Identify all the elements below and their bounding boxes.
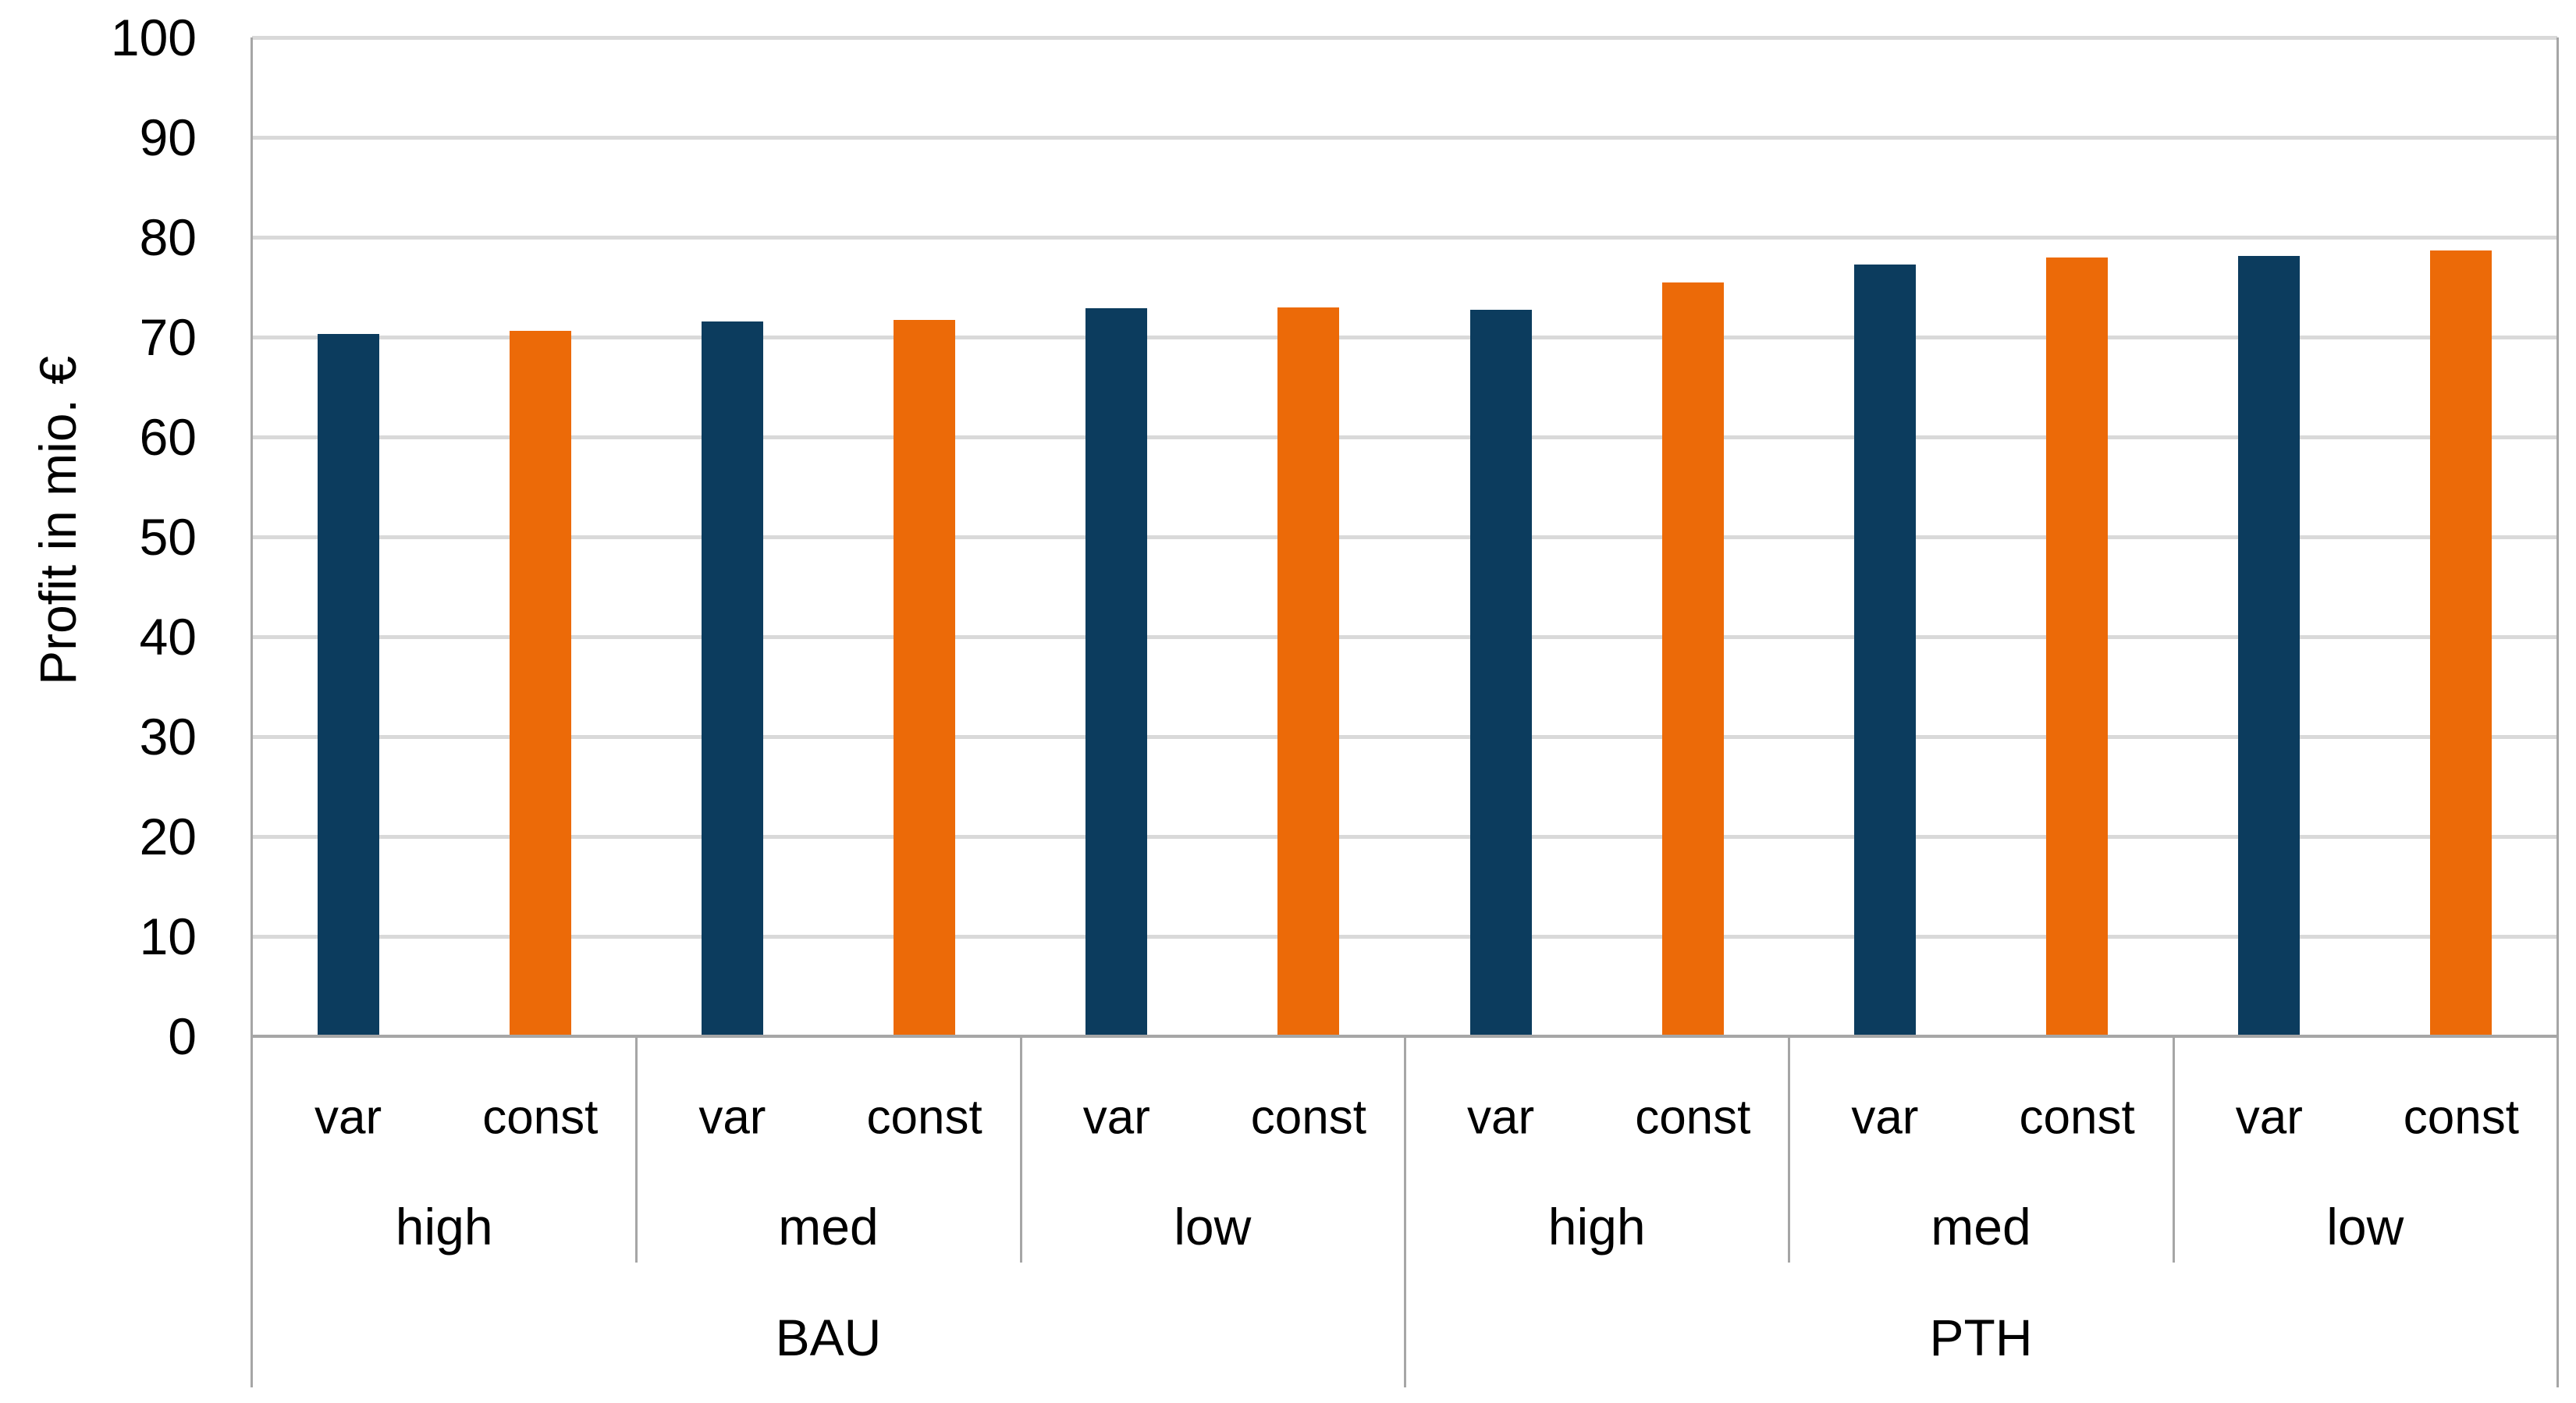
category-label-med-PTH: med [1931, 1198, 2031, 1256]
y-tick-label-100: 100 [110, 9, 197, 66]
bar-const-BAU-med [894, 320, 956, 1036]
y-tick-label-90: 90 [139, 108, 197, 166]
category-label-const-PTH-high: const [1635, 1090, 1751, 1145]
y-tick-label-40: 40 [139, 608, 197, 666]
category-label-var-PTH-high: var [1467, 1090, 1535, 1145]
category-label-BAU: BAU [775, 1309, 882, 1366]
category-label-const-PTH-med: const [2019, 1090, 2135, 1145]
separator-demand-5 [2172, 1036, 2175, 1263]
category-label-const-PTH-low: const [2403, 1090, 2519, 1145]
gridline-40 [252, 635, 2557, 639]
category-label-med-BAU: med [778, 1198, 879, 1256]
y-tick-label-10: 10 [139, 908, 197, 965]
bar-var-PTH-low [2238, 256, 2301, 1036]
bar-var-PTH-med [1853, 265, 1916, 1036]
category-label-PTH: PTH [1929, 1309, 2033, 1366]
bar-var-PTH-high [1469, 310, 1532, 1036]
y-tick-label-80: 80 [139, 208, 197, 266]
y-tick-label-30: 30 [139, 708, 197, 765]
bar-var-BAU-med [701, 321, 763, 1036]
category-label-var-BAU-low: var [1082, 1090, 1150, 1145]
category-label-const-BAU-high: const [482, 1090, 599, 1145]
separator-demand-2 [1019, 1036, 1022, 1263]
gridline-10 [252, 935, 2557, 939]
category-label-const-BAU-med: const [866, 1090, 982, 1145]
gridline-100 [252, 36, 2557, 40]
y-tick-label-70: 70 [139, 308, 197, 366]
separator-demand-1 [635, 1036, 638, 1263]
category-label-low-PTH: low [2326, 1198, 2404, 1256]
bar-const-BAU-low [1277, 307, 1340, 1036]
plot-left-border [250, 37, 253, 1387]
bar-const-BAU-high [509, 331, 571, 1036]
category-label-const-BAU-low: const [1250, 1090, 1366, 1145]
gridline-80 [252, 236, 2557, 240]
category-label-low-BAU: low [1174, 1198, 1252, 1256]
separator-scenario [1404, 1036, 1406, 1387]
bar-const-PTH-high [1661, 282, 1724, 1036]
y-tick-label-20: 20 [139, 808, 197, 865]
bar-var-BAU-high [317, 334, 379, 1036]
gridline-90 [252, 136, 2557, 140]
gridline-50 [252, 535, 2557, 539]
bar-const-PTH-med [2046, 258, 2109, 1036]
y-tick-label-0: 0 [168, 1007, 197, 1065]
category-label-high-PTH: high [1547, 1198, 1646, 1256]
gridline-20 [252, 835, 2557, 839]
y-tick-label-50: 50 [139, 508, 197, 566]
category-label-var-PTH-med: var [1851, 1090, 1919, 1145]
category-label-var-PTH-low: var [2235, 1090, 2303, 1145]
gridline-30 [252, 735, 2557, 739]
category-label-high-BAU: high [395, 1198, 493, 1256]
y-tick-label-60: 60 [139, 408, 197, 466]
gridline-70 [252, 336, 2557, 339]
plot-right-border [2556, 37, 2559, 1387]
separator-demand-4 [1788, 1036, 1791, 1263]
bar-const-PTH-low [2430, 250, 2493, 1036]
category-label-var-BAU-high: var [314, 1090, 382, 1145]
gridline-60 [252, 435, 2557, 439]
bar-var-BAU-low [1085, 308, 1148, 1036]
category-label-var-BAU-med: var [698, 1090, 766, 1145]
